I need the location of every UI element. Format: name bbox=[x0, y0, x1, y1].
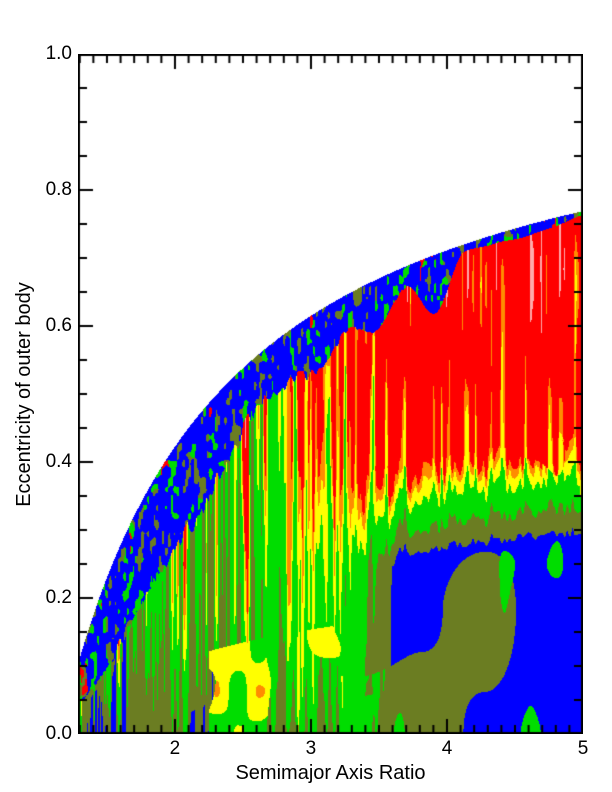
x-axis-label: Semimajor Axis Ratio bbox=[235, 762, 426, 784]
y-tick-label: 0.6 bbox=[45, 315, 72, 336]
y-tick-label: 0.2 bbox=[45, 587, 72, 608]
y-axis-label-box: Eccentricity of outer body bbox=[0, 54, 48, 734]
x-tick-label: 3 bbox=[305, 738, 317, 759]
y-tick-label: 1.0 bbox=[45, 43, 72, 64]
x-tick-label: 5 bbox=[577, 738, 589, 759]
y-tick-label: 0.4 bbox=[45, 451, 72, 472]
stability-heatmap-canvas bbox=[78, 54, 583, 734]
x-tick-label: 4 bbox=[441, 738, 453, 759]
x-tick-label: 2 bbox=[169, 738, 181, 759]
y-axis-label: Eccentricity of outer body bbox=[12, 281, 35, 507]
y-tick-label: 0.8 bbox=[45, 179, 72, 200]
y-tick-label: 0.0 bbox=[45, 723, 72, 744]
